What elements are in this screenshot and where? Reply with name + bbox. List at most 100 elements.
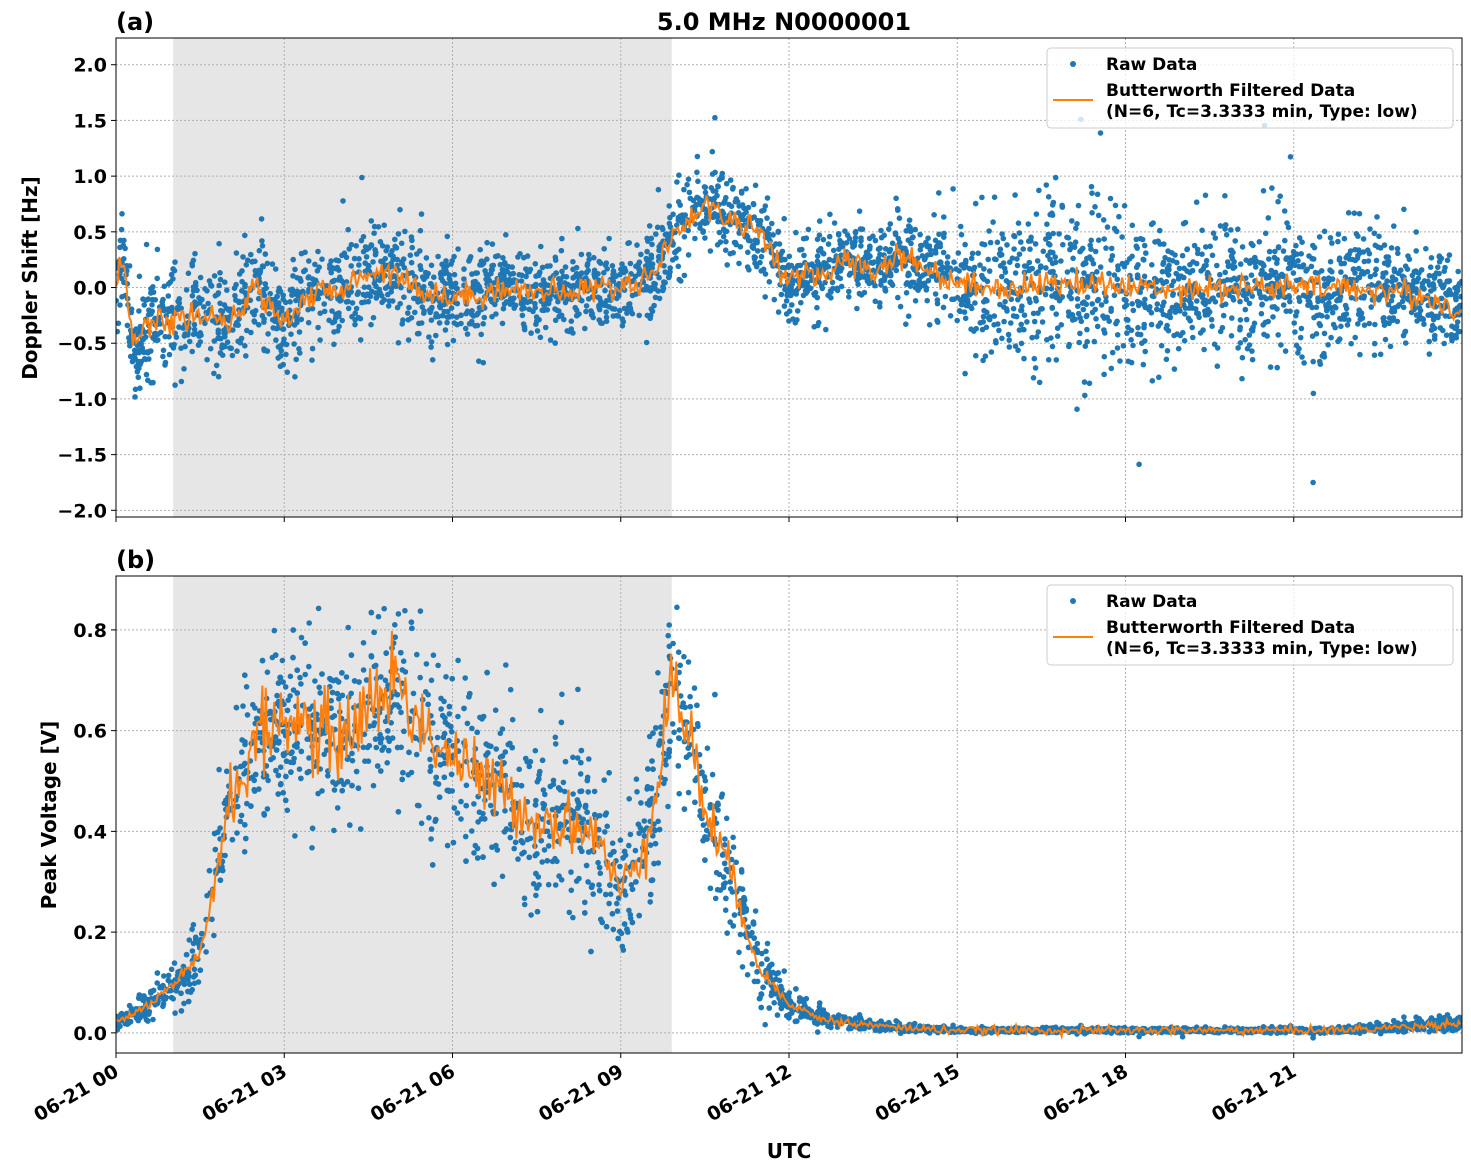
raw-data-point — [793, 229, 799, 236]
raw-data-point — [663, 231, 670, 237]
raw-data-point — [1081, 270, 1087, 276]
raw-data-point — [539, 307, 545, 314]
raw-data-point — [1237, 298, 1243, 305]
raw-data-point — [615, 313, 621, 319]
raw-data-point — [1094, 191, 1101, 198]
raw-data-point — [1080, 306, 1087, 313]
raw-data-point — [893, 267, 900, 274]
raw-data-point — [1319, 313, 1325, 319]
raw-data-point — [544, 307, 551, 313]
raw-data-point — [740, 211, 747, 218]
raw-data-point — [137, 385, 143, 392]
raw-data-point — [912, 226, 918, 233]
raw-data-point — [1361, 322, 1368, 329]
raw-data-point — [1452, 292, 1458, 298]
raw-data-point — [256, 270, 263, 277]
raw-data-point — [131, 347, 138, 354]
raw-data-point — [559, 235, 565, 242]
raw-data-point — [1003, 278, 1010, 284]
raw-data-point — [1235, 345, 1241, 351]
raw-data-point — [122, 245, 128, 252]
raw-data-point — [1309, 255, 1315, 262]
raw-data-point — [759, 208, 765, 214]
raw-data-point — [649, 241, 655, 248]
raw-data-point — [1249, 348, 1255, 354]
raw-data-point — [638, 800, 644, 806]
raw-data-point — [1038, 306, 1044, 312]
raw-data-point — [1377, 351, 1384, 358]
raw-data-point — [1159, 268, 1166, 275]
raw-data-point — [1053, 357, 1060, 363]
raw-data-point — [1327, 235, 1334, 241]
raw-data-point — [394, 304, 401, 311]
raw-data-point — [348, 263, 355, 269]
raw-data-point — [972, 300, 978, 306]
raw-data-point — [606, 235, 612, 242]
raw-data-point — [204, 356, 210, 363]
raw-data-point — [766, 225, 772, 232]
raw-data-point — [538, 707, 544, 714]
raw-data-point — [1316, 234, 1323, 240]
raw-data-point — [1148, 321, 1155, 328]
raw-data-point — [627, 307, 634, 313]
raw-data-point — [1210, 230, 1217, 236]
raw-data-point — [474, 270, 481, 276]
raw-data-point — [419, 304, 426, 310]
raw-data-point — [1361, 258, 1368, 265]
raw-data-point — [1109, 349, 1116, 356]
raw-data-point — [1013, 313, 1020, 320]
raw-data-point — [1112, 202, 1119, 209]
raw-data-point — [1351, 210, 1358, 216]
raw-data-point — [1104, 224, 1111, 230]
raw-data-point — [1082, 343, 1089, 350]
raw-data-point — [1455, 283, 1461, 290]
raw-data-point — [1058, 322, 1065, 328]
raw-data-point — [1108, 365, 1115, 372]
raw-data-point — [1018, 340, 1025, 347]
raw-data-point — [700, 229, 706, 235]
raw-data-point — [846, 294, 852, 300]
raw-data-point — [1007, 259, 1013, 266]
raw-data-point — [481, 314, 488, 321]
raw-data-point — [1228, 333, 1235, 339]
raw-data-point — [399, 261, 406, 267]
raw-data-point — [497, 261, 504, 268]
panel-a: −2.0−1.5−1.0−0.50.00.51.01.52.0 Raw DataB… — [57, 37, 1463, 522]
raw-data-point — [321, 308, 328, 315]
raw-data-point — [779, 264, 786, 271]
raw-data-point — [487, 296, 494, 303]
raw-data-point — [744, 264, 751, 270]
raw-data-point — [1380, 318, 1387, 325]
raw-data-point — [1058, 295, 1064, 301]
raw-data-point — [1018, 239, 1024, 245]
filtered-data-line — [116, 195, 1462, 346]
legend-raw-label: Raw Data — [1106, 55, 1197, 75]
raw-data-point — [1043, 265, 1049, 271]
raw-data-point — [1066, 341, 1072, 348]
raw-data-point — [1293, 242, 1299, 249]
raw-data-point — [1081, 379, 1088, 385]
raw-data-point — [1383, 254, 1390, 260]
raw-data-point — [575, 686, 581, 693]
raw-data-point — [418, 320, 425, 326]
raw-data-point — [1335, 338, 1341, 345]
raw-data-point — [1123, 302, 1130, 308]
raw-data-point — [1290, 248, 1297, 255]
raw-data-point — [910, 234, 916, 240]
raw-data-point — [769, 220, 775, 227]
raw-data-point — [1287, 298, 1293, 305]
raw-data-point — [984, 278, 991, 285]
raw-data-point — [1133, 243, 1140, 249]
raw-data-point — [348, 241, 355, 248]
raw-data-point — [1029, 334, 1035, 341]
raw-data-point — [1319, 298, 1326, 304]
raw-data-point — [1353, 231, 1360, 237]
raw-data-point — [1129, 222, 1136, 229]
raw-data-point — [1296, 235, 1303, 241]
raw-data-point — [1111, 292, 1118, 299]
raw-data-point — [762, 271, 769, 277]
raw-data-point — [1059, 202, 1065, 209]
raw-data-point — [590, 314, 596, 321]
raw-data-point — [339, 252, 345, 259]
raw-data-point — [183, 287, 190, 293]
